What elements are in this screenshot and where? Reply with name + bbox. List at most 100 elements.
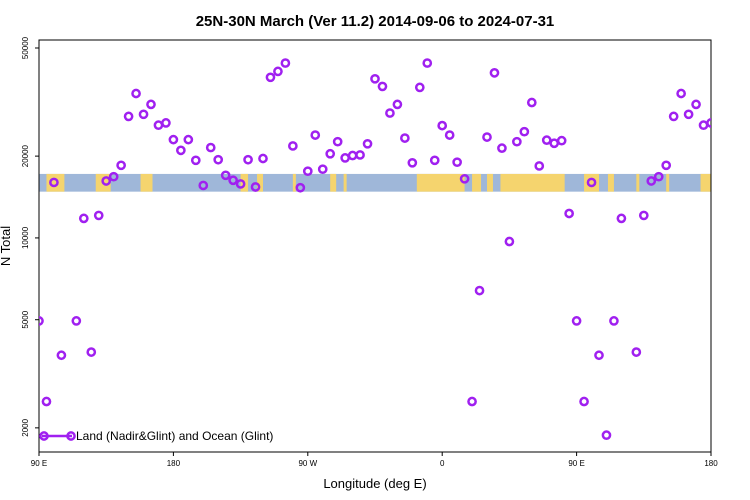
data-point xyxy=(190,155,201,166)
data-point xyxy=(429,155,440,166)
data-point xyxy=(653,171,664,182)
x-tick-label: 180 xyxy=(704,459,718,468)
data-point xyxy=(280,58,291,68)
land-segment xyxy=(636,173,640,192)
data-point xyxy=(198,180,209,191)
land-segment xyxy=(584,173,599,192)
y-tick-label: 5000 xyxy=(21,310,30,328)
data-point xyxy=(332,136,343,147)
data-point xyxy=(258,153,268,164)
data-point xyxy=(467,396,477,407)
data-point xyxy=(616,213,627,224)
legend-marker xyxy=(39,431,49,441)
data-point xyxy=(78,213,89,224)
land-segment xyxy=(416,173,465,192)
data-point xyxy=(131,88,141,99)
data-point xyxy=(459,173,470,184)
data-point xyxy=(176,145,186,156)
data-point xyxy=(668,111,679,122)
data-point xyxy=(310,130,321,140)
data-point xyxy=(504,236,515,247)
data-point xyxy=(646,176,657,186)
data-point xyxy=(39,316,44,326)
data-point xyxy=(414,82,425,93)
data-point xyxy=(519,126,530,137)
x-axis: 90 E 180 90 W 0 90 E 180 xyxy=(31,452,718,468)
data-point xyxy=(638,210,649,221)
y-tick-label: 10000 xyxy=(21,226,30,249)
data-point xyxy=(377,81,388,92)
data-point xyxy=(325,148,336,159)
data-point xyxy=(474,285,485,296)
data-point xyxy=(295,182,306,193)
data-point xyxy=(153,120,164,131)
data-point xyxy=(250,182,261,192)
data-point xyxy=(392,99,403,110)
land-segment xyxy=(330,173,337,192)
data-point xyxy=(526,97,537,108)
y-tick-label: 50000 xyxy=(21,36,30,59)
data-point xyxy=(101,176,112,186)
data-point xyxy=(676,88,686,99)
y-axis-label: N Total xyxy=(0,226,13,266)
data-point xyxy=(362,138,373,149)
data-point xyxy=(482,132,492,142)
data-point xyxy=(71,316,82,326)
data-point xyxy=(661,160,672,171)
data-series xyxy=(39,58,711,441)
data-point xyxy=(601,430,612,441)
data-point xyxy=(235,179,246,189)
legend: Land (Nadir&Glint) and Ocean (Glint) xyxy=(39,429,273,443)
y-axis: 2000 5000 10000 20000 50000 xyxy=(21,36,39,437)
data-point xyxy=(556,135,567,146)
data-point xyxy=(288,141,298,151)
data-point xyxy=(564,208,574,219)
data-point xyxy=(691,99,701,110)
data-point xyxy=(93,210,104,221)
data-point xyxy=(41,396,52,407)
data-point xyxy=(123,111,134,122)
data-point xyxy=(116,160,126,171)
land-segment xyxy=(292,173,296,192)
data-point xyxy=(347,150,358,161)
data-point xyxy=(594,350,604,361)
data-point xyxy=(49,177,59,188)
data-point xyxy=(273,66,283,77)
data-point xyxy=(168,134,179,145)
data-point xyxy=(138,109,149,120)
data-point xyxy=(497,143,507,153)
plot-frame xyxy=(38,39,712,453)
data-point xyxy=(407,157,418,168)
data-point xyxy=(698,120,709,131)
data-point xyxy=(437,120,448,131)
land-segment xyxy=(700,173,711,192)
land-segment xyxy=(666,173,670,192)
x-tick-label: 0 xyxy=(440,459,445,468)
x-tick-label: 180 xyxy=(167,459,181,468)
data-point xyxy=(586,177,597,188)
data-point xyxy=(370,73,380,84)
x-tick-label: 90 W xyxy=(298,459,317,468)
data-point xyxy=(579,396,589,407)
x-tick-label: 90 E xyxy=(568,459,584,468)
data-point xyxy=(108,171,119,182)
data-point xyxy=(213,154,224,165)
data-point xyxy=(56,350,67,361)
data-point xyxy=(422,58,433,68)
legend-marker xyxy=(66,431,76,441)
data-point xyxy=(706,118,711,128)
data-point xyxy=(146,99,156,110)
data-point xyxy=(183,134,194,145)
data-point xyxy=(489,68,500,78)
land-segment xyxy=(500,173,565,192)
data-point xyxy=(571,316,582,326)
land-segment xyxy=(46,173,65,192)
data-point xyxy=(512,136,522,147)
data-point xyxy=(444,130,455,140)
data-point xyxy=(302,166,313,177)
data-point xyxy=(683,109,694,120)
land-segment xyxy=(472,173,482,192)
legend-label: Land (Nadir&Glint) and Ocean (Glint) xyxy=(76,429,273,443)
data-point xyxy=(452,157,462,168)
data-point xyxy=(340,153,350,163)
